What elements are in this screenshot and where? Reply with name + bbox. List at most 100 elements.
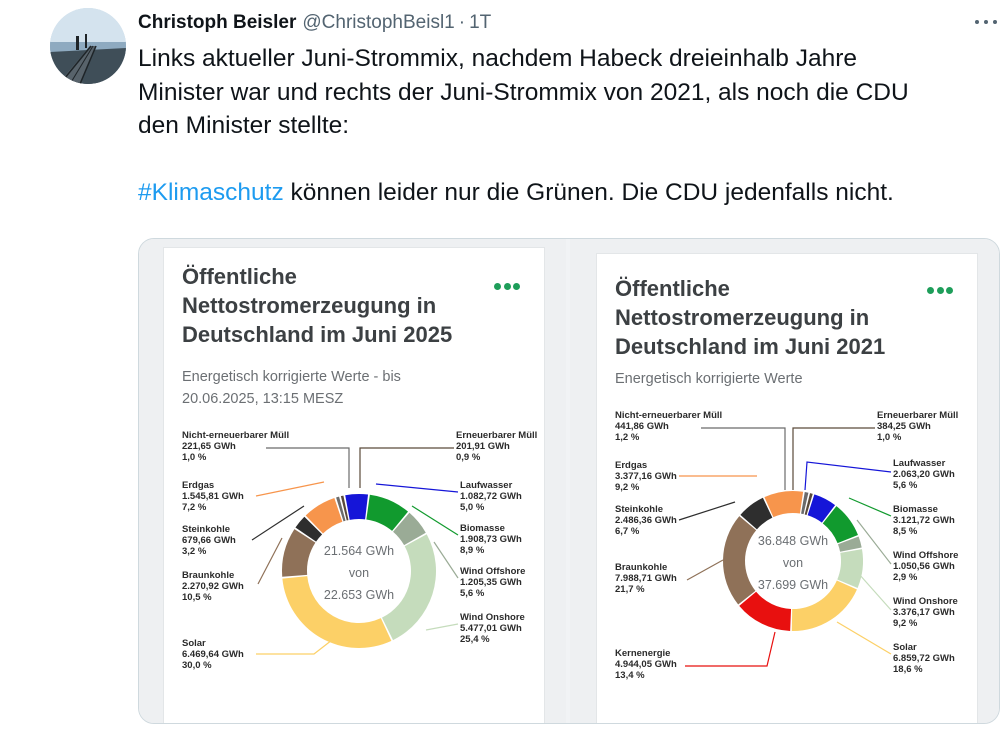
chart-title: Öffentliche Nettostromerzeugung in Deuts… xyxy=(615,274,885,361)
slice-label: 6.859,72 GWh xyxy=(893,653,955,664)
chart-title-line: Öffentliche xyxy=(615,276,730,301)
slice-label: 3.376,17 GWh xyxy=(893,607,955,618)
donut-slice-7 xyxy=(791,580,857,631)
chart-card: Nicht-erneuerbarer Müll 221,65 GWh 1,0 % Er… xyxy=(163,247,545,723)
slice-label: Wind Onshore xyxy=(460,612,525,623)
slice-label: 6.469,64 GWh xyxy=(182,649,244,660)
slice-label: 441,86 GWh xyxy=(615,421,669,432)
chart-menu-icon[interactable] xyxy=(927,286,953,294)
donut-center-label: 22.653 GWh xyxy=(324,588,394,602)
leader-line xyxy=(804,461,892,491)
slice-label: Solar xyxy=(182,638,206,649)
leader-line xyxy=(359,447,454,488)
leader-line xyxy=(256,639,333,655)
slice-label: 7.988,71 GWh xyxy=(615,573,677,584)
slice-label: 679,66 GWh xyxy=(182,535,236,546)
slice-label: Biomasse xyxy=(893,504,938,515)
author-handle[interactable]: @ChristophBeisl1 xyxy=(302,12,455,33)
donut-slice-6 xyxy=(381,534,437,641)
slice-label: Erneuerbarer Müll xyxy=(877,410,958,421)
leader-line xyxy=(678,501,736,521)
avatar[interactable] xyxy=(50,8,126,84)
leader-line xyxy=(848,497,892,517)
slice-label: 7,2 % xyxy=(182,502,207,513)
leader-line xyxy=(685,631,776,667)
chart-title-line: Nettostromerzeugung in xyxy=(615,305,870,330)
slice-label: Laufwasser xyxy=(460,480,513,491)
tweet-text-line: den Minister stellte: xyxy=(138,112,350,139)
slice-label: Erneuerbarer Müll xyxy=(456,430,537,441)
slice-label: 5,6 % xyxy=(893,480,918,491)
slice-label: Steinkohle xyxy=(182,524,230,535)
slice-label: 2.270,92 GWh xyxy=(182,581,244,592)
slice-label: 30,0 % xyxy=(182,660,212,671)
slice-label: 25,4 % xyxy=(460,634,490,645)
slice-label: Nicht-erneuerbarer Müll xyxy=(182,430,289,441)
leader-line xyxy=(257,537,283,585)
leader-line xyxy=(836,621,892,655)
media-image-left[interactable]: Nicht-erneuerbarer Müll 221,65 GWh 1,0 % Er… xyxy=(139,239,566,723)
timestamp[interactable]: 1T xyxy=(469,12,492,33)
media-image-right[interactable]: Nicht-erneuerbarer Müll 441,86 GWh 1,2 % Er… xyxy=(570,239,999,723)
slice-label: Biomasse xyxy=(460,523,505,534)
chart-title: Öffentliche Nettostromerzeugung in Deuts… xyxy=(182,262,452,349)
author-name[interactable]: Christoph Beisler xyxy=(138,12,297,33)
slice-label: 9,2 % xyxy=(893,618,918,629)
slice-label: 3.121,72 GWh xyxy=(893,515,955,526)
slice-label: Kernenergie xyxy=(615,648,670,659)
chart-menu-icon[interactable] xyxy=(494,282,520,290)
donut-center-label: von xyxy=(783,556,803,570)
slice-label: 10,5 % xyxy=(182,592,212,603)
chart-title-line: Deutschland im Juni 2025 xyxy=(182,322,453,347)
donut-slice-10 xyxy=(740,497,773,530)
slice-label: 8,5 % xyxy=(893,526,918,537)
donut-slice-6 xyxy=(837,549,863,588)
donut-center-label: 21.564 GWh xyxy=(324,544,394,558)
slice-label: 2,9 % xyxy=(893,572,918,583)
donut-slice-2 xyxy=(340,495,349,521)
leader-line xyxy=(701,427,786,490)
slice-label: 3,2 % xyxy=(182,546,207,557)
slice-label: 5,6 % xyxy=(460,588,485,599)
chart-subtitle-line: Energetisch korrigierte Werte xyxy=(615,371,803,387)
chart-subtitle: Energetisch korrigierte Werte xyxy=(615,368,803,390)
slice-label: Wind Offshore xyxy=(893,550,958,561)
leader-line xyxy=(425,623,459,631)
leader-line xyxy=(858,573,892,611)
donut-slice-3 xyxy=(345,494,369,520)
slice-label: 1.050,56 GWh xyxy=(893,561,955,572)
hashtag-link[interactable]: #Klimaschutz xyxy=(138,179,284,206)
leader-line xyxy=(686,559,724,581)
slice-label: 0,9 % xyxy=(456,452,481,463)
donut-slice-9 xyxy=(723,516,757,605)
slice-label: Erdgas xyxy=(182,480,214,491)
donut-slice-1 xyxy=(801,491,809,515)
slice-label: 384,25 GWh xyxy=(877,421,931,432)
donut-slice-10 xyxy=(305,498,343,534)
slice-label: Steinkohle xyxy=(615,504,663,515)
slice-label: 8,9 % xyxy=(460,545,485,556)
donut-slice-8 xyxy=(282,529,316,577)
more-horizontal-icon[interactable] xyxy=(975,12,997,32)
slice-label: 2.486,36 GWh xyxy=(615,515,677,526)
slice-label: 1,0 % xyxy=(182,452,207,463)
leader-line xyxy=(251,505,305,541)
slice-label: 3.377,16 GWh xyxy=(615,471,677,482)
slice-label: 18,6 % xyxy=(893,664,923,675)
slice-label: Laufwasser xyxy=(893,458,946,469)
leader-line xyxy=(411,505,459,536)
tweet-media[interactable]: Nicht-erneuerbarer Müll 221,65 GWh 1,0 % Er… xyxy=(138,238,1000,724)
donut-center-label: 36.848 GWh xyxy=(758,534,828,548)
separator: · xyxy=(458,12,466,33)
donut-slice-11 xyxy=(764,491,804,518)
slice-label: Braunkohle xyxy=(182,570,234,581)
tweet-header: Christoph Beisler @ChristophBeisl1 · 1T xyxy=(138,10,491,36)
donut-slice-5 xyxy=(837,536,862,552)
donut-slice-4 xyxy=(822,506,858,544)
slice-label: 6,7 % xyxy=(615,526,640,537)
leader-line xyxy=(792,427,875,490)
slice-label: 21,7 % xyxy=(615,584,645,595)
slice-label: Wind Offshore xyxy=(460,566,525,577)
